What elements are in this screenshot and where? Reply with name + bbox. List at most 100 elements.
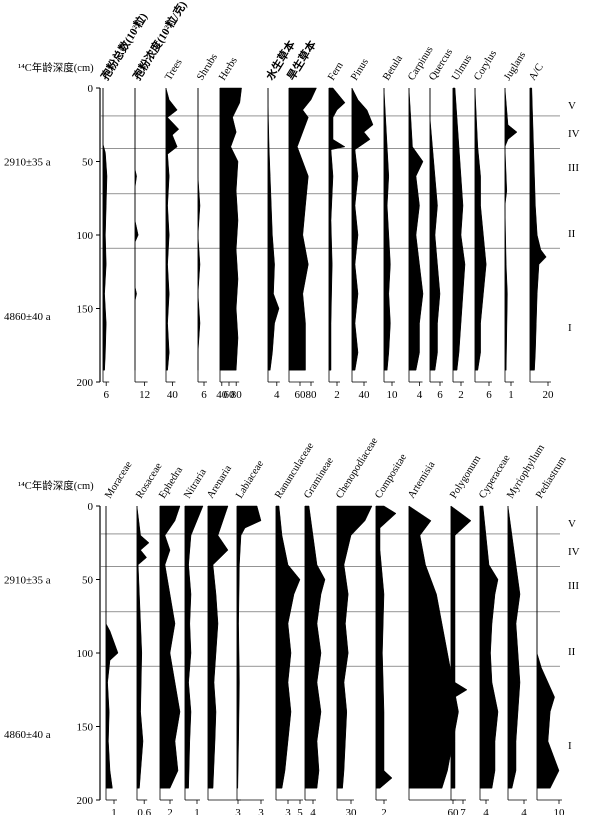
- taxon-tick-label: 20: [543, 389, 555, 401]
- taxon-silhouette: [102, 88, 108, 371]
- age-label: 2910±35 a: [4, 157, 51, 169]
- taxon-tick-label: 40: [216, 389, 228, 401]
- taxon-column: 4 Gramineae: [302, 455, 336, 815]
- zone-label: V: [568, 100, 576, 112]
- zone-label: IV: [568, 546, 580, 558]
- taxon-name: Artemisia: [406, 459, 437, 500]
- taxon-tick-label: 40: [359, 389, 371, 401]
- taxon-column: 10 Pediastrum: [534, 455, 568, 815]
- taxon-tick-label: 3: [235, 807, 241, 815]
- taxon-column: 1 Juglans: [502, 50, 528, 401]
- depth-tick-label: 50: [82, 575, 94, 587]
- depth-tick-label: 100: [77, 648, 94, 660]
- taxon-column: 2 Ulmus: [450, 53, 474, 401]
- depth-tick-label: 50: [82, 157, 94, 169]
- taxon-tick-label: 40: [167, 389, 179, 401]
- taxon-name: Corylus: [472, 49, 499, 83]
- taxon-tick-label: 1: [194, 807, 200, 815]
- depth-tick-label: 100: [77, 230, 94, 242]
- taxon-silhouette: [267, 87, 280, 371]
- taxon-name: Juglans: [502, 50, 528, 83]
- taxon-tick-label: 80: [306, 389, 318, 401]
- taxon-tick-label: 2: [458, 389, 464, 401]
- taxon-silhouette: [383, 87, 391, 371]
- taxon-silhouette: [288, 87, 317, 371]
- taxon-column: 2 Fern: [326, 60, 346, 401]
- taxon-tick-label: 6: [486, 389, 492, 401]
- depth-tick-label: 0: [88, 83, 94, 95]
- pollen-panel-upper: 0 50 100 150 200 ¹⁴C年龄深度(cm) 2910±35 a 4860±40 …: [4, 0, 580, 401]
- taxon-name: Chenopodiaceae: [334, 436, 380, 501]
- depth-tick-label: 150: [77, 722, 94, 734]
- taxon-tick-label: 4: [310, 807, 316, 815]
- taxon-tick-label: 60: [295, 389, 307, 401]
- taxon-tick-label: 1: [508, 389, 514, 401]
- taxon-silhouette: [336, 505, 373, 789]
- taxon-name: Arenaria: [205, 463, 234, 500]
- taxon-column: 40 Pinus: [349, 57, 374, 401]
- taxon-name: Shrubs: [195, 52, 220, 83]
- taxon-tick-label: 4: [274, 389, 280, 401]
- taxon-silhouette: [536, 506, 560, 789]
- taxon-tick-label: 60: [448, 807, 460, 815]
- taxon-silhouette: [479, 505, 499, 789]
- taxon-name: A/C: [527, 62, 546, 83]
- pollen-panel-lower: 0 50 100 150 200 ¹⁴C年龄深度(cm) 2910±35 a 4860±40 …: [4, 436, 580, 815]
- zone-label: II: [568, 646, 576, 658]
- taxon-silhouette: [159, 505, 181, 789]
- age-label: 2910±35 a: [4, 575, 51, 587]
- taxon-silhouette: [165, 87, 180, 371]
- taxon-tick-label: 80: [231, 389, 243, 401]
- taxon-column: 6 Corylus: [472, 49, 499, 401]
- age-label: 4860±40 a: [4, 311, 51, 323]
- taxon-silhouette: [507, 505, 521, 789]
- zone-label: I: [568, 322, 572, 334]
- taxon-tick-label: 10: [554, 807, 566, 815]
- taxon-silhouette: [408, 505, 459, 789]
- taxon-name: Trees: [163, 57, 184, 82]
- taxon-tick-label: 30: [346, 807, 358, 815]
- taxon-name: Moraceae: [103, 459, 134, 500]
- depth-tick-label: 200: [77, 795, 94, 807]
- zone-label: V: [568, 518, 576, 530]
- depth-tick-label: 150: [77, 304, 94, 316]
- taxon-silhouette: [504, 87, 518, 371]
- taxon-silhouette: [450, 505, 472, 789]
- taxon-silhouette: [351, 87, 374, 371]
- taxon-silhouette: [136, 505, 150, 789]
- zone-label: III: [568, 162, 579, 174]
- taxon-silhouette: [328, 87, 346, 371]
- taxon-tick-label: 4: [483, 807, 489, 815]
- taxon-name: Herbs: [217, 55, 240, 82]
- depth-tick-label: 200: [77, 377, 94, 389]
- taxon-name: Gramineae: [302, 455, 336, 500]
- taxon-tick-label: 2: [167, 807, 173, 815]
- taxon-silhouette: [105, 506, 119, 789]
- taxon-name: Fern: [326, 60, 346, 83]
- taxon-tick-label: 0.6: [137, 807, 151, 815]
- taxon-tick-label: 3: [258, 807, 264, 815]
- taxon-silhouette: [236, 505, 262, 789]
- taxon-tick-label: 6: [103, 389, 109, 401]
- zone-label: III: [568, 580, 579, 592]
- taxon-silhouette: [408, 87, 424, 371]
- taxon-silhouette: [452, 87, 466, 371]
- taxon-tick-label: 7: [460, 807, 466, 815]
- taxon-column: 2 Compositae: [373, 452, 409, 815]
- zone-label: IV: [568, 128, 580, 140]
- taxon-column: 6 Shrubs: [195, 52, 220, 401]
- zone-label: II: [568, 228, 576, 240]
- taxon-tick-label: 6: [201, 389, 207, 401]
- taxon-tick-label: 2: [381, 807, 387, 815]
- depth-tick-label: 0: [88, 501, 94, 513]
- age-label: 4860±40 a: [4, 729, 51, 741]
- taxon-column: 3 Arenaria: [205, 463, 241, 815]
- depth-axis-label: ¹⁴C年龄深度(cm): [18, 479, 94, 492]
- taxon-tick-label: 12: [139, 389, 150, 401]
